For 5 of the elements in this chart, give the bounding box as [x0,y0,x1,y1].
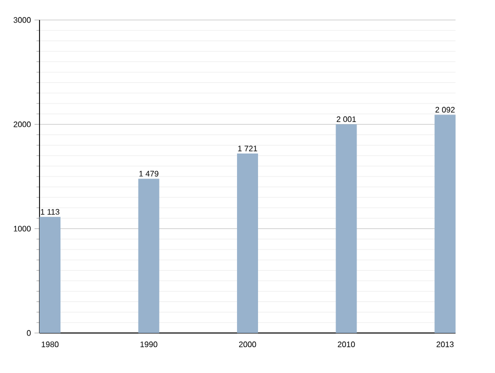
bar [138,178,160,333]
bar [434,114,456,333]
bar [336,124,357,333]
bar [40,216,61,333]
bar [237,153,258,333]
